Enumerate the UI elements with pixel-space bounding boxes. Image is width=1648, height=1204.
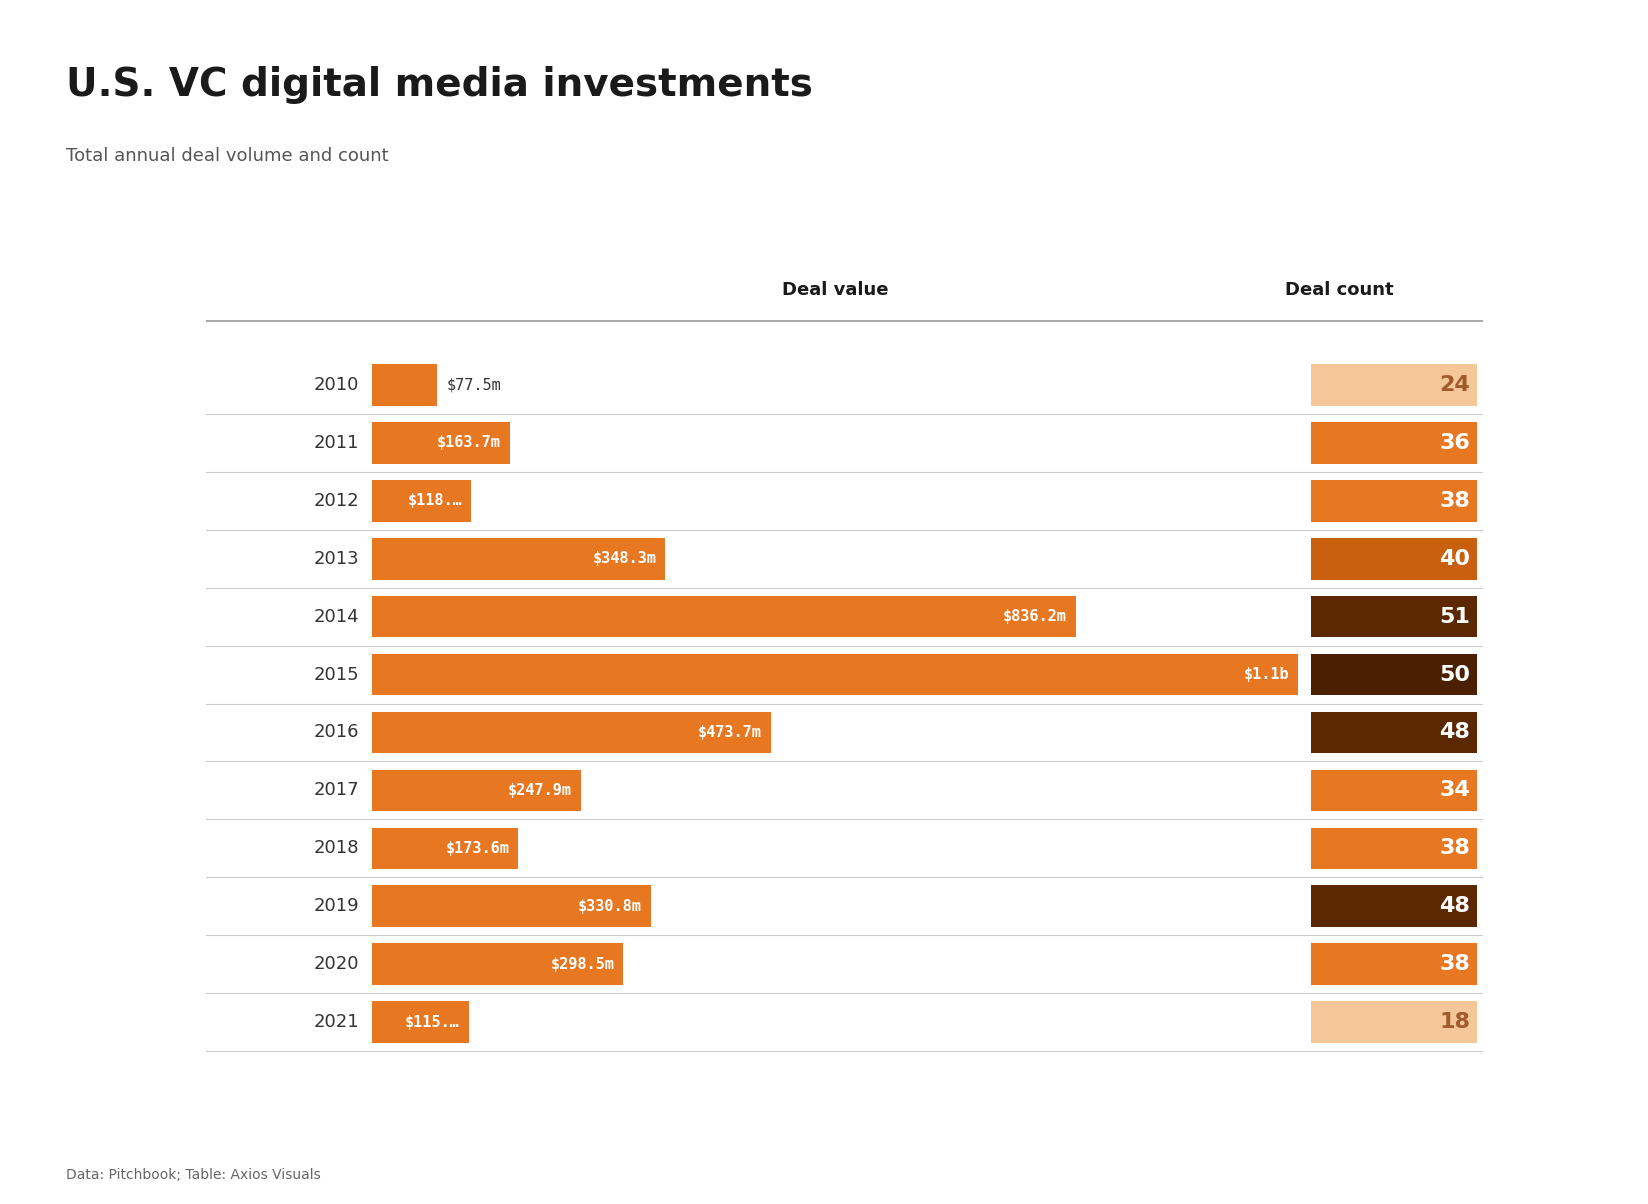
Text: 24: 24: [1440, 374, 1470, 395]
Bar: [372, 364, 437, 406]
Bar: [372, 827, 517, 869]
Bar: [372, 421, 509, 464]
Text: 38: 38: [1440, 838, 1470, 858]
Text: 34: 34: [1440, 780, 1470, 801]
Bar: [372, 538, 666, 579]
Bar: [372, 596, 1076, 637]
Text: 38: 38: [1440, 955, 1470, 974]
Bar: [1310, 885, 1477, 927]
Text: $173.6m: $173.6m: [445, 840, 509, 856]
Bar: [1310, 538, 1477, 579]
Bar: [1310, 364, 1477, 406]
Text: $473.7m: $473.7m: [699, 725, 761, 740]
Text: 38: 38: [1440, 491, 1470, 510]
Text: 2011: 2011: [313, 433, 359, 452]
Text: $330.8m: $330.8m: [578, 899, 641, 914]
Text: 2012: 2012: [313, 491, 359, 509]
Text: Data: Pitchbook; Table: Axios Visuals: Data: Pitchbook; Table: Axios Visuals: [66, 1168, 321, 1182]
Text: 2015: 2015: [313, 666, 359, 684]
Text: $348.3m: $348.3m: [592, 551, 656, 566]
Text: 40: 40: [1439, 549, 1470, 568]
Text: 2013: 2013: [313, 550, 359, 567]
Bar: [372, 1002, 468, 1043]
Text: $298.5m: $298.5m: [550, 957, 615, 972]
Text: Total annual deal volume and count: Total annual deal volume and count: [66, 147, 389, 165]
Bar: [1310, 712, 1477, 754]
Text: $115.…: $115.…: [405, 1015, 460, 1029]
Text: $836.2m: $836.2m: [1004, 609, 1066, 624]
Text: 48: 48: [1440, 896, 1470, 916]
Text: $247.9m: $247.9m: [508, 783, 572, 798]
Text: 48: 48: [1440, 722, 1470, 743]
Bar: [372, 654, 1299, 696]
Text: $118.…: $118.…: [407, 494, 463, 508]
Text: 2017: 2017: [313, 781, 359, 799]
Bar: [372, 712, 771, 754]
Text: 2014: 2014: [313, 608, 359, 626]
Bar: [1310, 596, 1477, 637]
Text: U.S. VC digital media investments: U.S. VC digital media investments: [66, 66, 812, 105]
Text: 2010: 2010: [313, 376, 359, 394]
Bar: [372, 480, 471, 521]
Text: 2020: 2020: [313, 955, 359, 973]
Text: Deal value: Deal value: [781, 282, 888, 300]
Bar: [1310, 944, 1477, 985]
Text: 50: 50: [1439, 665, 1470, 685]
Bar: [372, 944, 623, 985]
Text: $1.1b: $1.1b: [1244, 667, 1289, 681]
Text: $163.7m: $163.7m: [437, 436, 501, 450]
Text: 36: 36: [1440, 432, 1470, 453]
Bar: [1310, 769, 1477, 811]
Bar: [1310, 1002, 1477, 1043]
Text: 2018: 2018: [313, 839, 359, 857]
Text: Deal count: Deal count: [1285, 282, 1394, 300]
Text: 2021: 2021: [313, 1014, 359, 1031]
Text: $77.5m: $77.5m: [447, 377, 501, 393]
Bar: [372, 769, 580, 811]
Text: 51: 51: [1440, 607, 1470, 626]
Text: 18: 18: [1439, 1013, 1470, 1032]
Text: 2016: 2016: [313, 724, 359, 742]
Text: 2019: 2019: [313, 897, 359, 915]
Bar: [1310, 480, 1477, 521]
Bar: [1310, 421, 1477, 464]
Bar: [372, 885, 651, 927]
Bar: [1310, 654, 1477, 696]
Bar: [1310, 827, 1477, 869]
